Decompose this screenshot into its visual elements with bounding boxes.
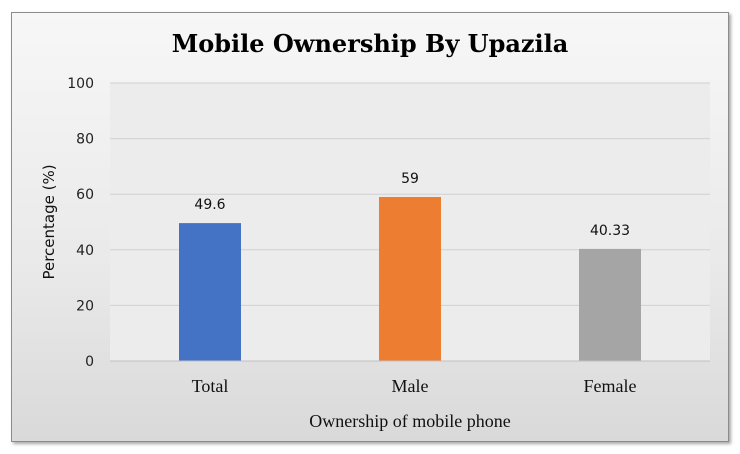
bars — [179, 196, 641, 361]
y-tick-label-60: 60 — [76, 187, 94, 203]
x-category-labels: Total Male Female — [192, 376, 637, 396]
chart-title: Mobile Ownership By Upazila — [172, 29, 569, 58]
bar-male — [379, 196, 441, 361]
bar-female — [579, 248, 641, 361]
data-labels: 49.6 59 40.33 — [194, 171, 630, 239]
y-tick-labels: 0 20 40 60 80 100 — [67, 76, 94, 370]
y-tick-label-80: 80 — [76, 132, 94, 148]
x-category-label-male: Male — [392, 376, 429, 396]
data-label-total: 49.6 — [194, 197, 225, 213]
x-category-label-total: Total — [192, 376, 229, 396]
x-axis-title: Ownership of mobile phone — [309, 411, 510, 431]
data-label-male: 59 — [401, 171, 419, 187]
data-label-female: 40.33 — [590, 223, 630, 239]
y-tick-label-20: 20 — [76, 298, 94, 314]
x-category-label-female: Female — [584, 376, 637, 396]
y-tick-label-0: 0 — [85, 354, 94, 370]
y-tick-label-40: 40 — [76, 243, 94, 259]
y-axis-title: Percentage (%) — [40, 164, 58, 279]
y-tick-label-100: 100 — [67, 76, 94, 92]
bar-total — [179, 223, 241, 361]
